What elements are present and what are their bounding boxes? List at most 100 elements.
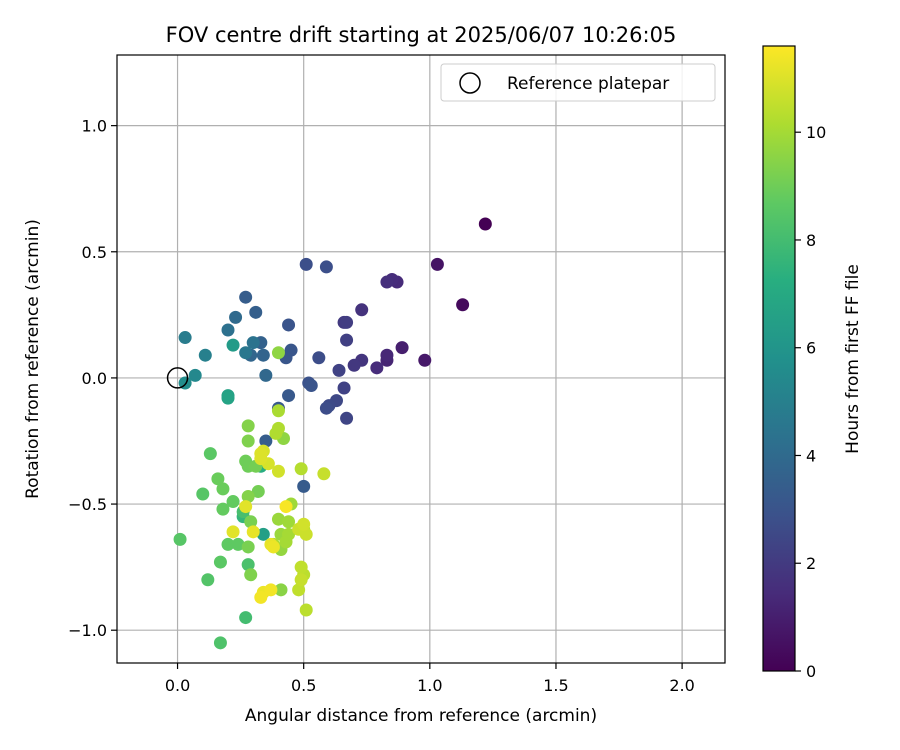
data-point bbox=[271, 404, 285, 418]
data-point bbox=[201, 573, 215, 587]
colorbar-tick-label: 4 bbox=[806, 446, 816, 465]
colorbar: 0 2 4 6 8 10 Hours from first FF file bbox=[762, 45, 863, 681]
data-point bbox=[259, 368, 273, 382]
data-point bbox=[216, 482, 230, 496]
data-point bbox=[241, 434, 255, 448]
data-point bbox=[282, 318, 296, 332]
data-point bbox=[355, 303, 369, 317]
data-point bbox=[279, 500, 293, 514]
data-point bbox=[380, 348, 394, 362]
y-tick-label: 0.0 bbox=[82, 369, 107, 388]
y-tick-label: −0.5 bbox=[68, 495, 107, 514]
data-point bbox=[241, 489, 255, 503]
colorbar-tick-label: 10 bbox=[806, 123, 826, 142]
data-point bbox=[254, 590, 268, 604]
x-axis: 0.0 0.5 1.0 1.5 2.0 bbox=[165, 663, 695, 695]
data-point bbox=[319, 401, 333, 415]
x-axis-label: Angular distance from reference (arcmin) bbox=[245, 706, 597, 726]
data-point bbox=[239, 500, 253, 514]
data-point bbox=[256, 527, 270, 541]
data-point bbox=[340, 333, 354, 347]
data-point bbox=[269, 426, 283, 440]
y-tick-label: 0.5 bbox=[82, 243, 107, 262]
data-point bbox=[259, 434, 273, 448]
data-point bbox=[266, 540, 280, 554]
colorbar-gradient bbox=[762, 45, 796, 672]
data-point bbox=[239, 611, 253, 625]
data-point bbox=[241, 558, 255, 572]
x-tick-label: 1.0 bbox=[417, 676, 442, 695]
data-point bbox=[241, 540, 255, 554]
data-point bbox=[282, 527, 296, 541]
data-point bbox=[271, 464, 285, 478]
x-tick-label: 0.0 bbox=[165, 676, 190, 695]
data-points bbox=[166, 217, 492, 650]
data-point bbox=[241, 419, 255, 433]
data-point bbox=[271, 346, 285, 360]
data-point bbox=[254, 447, 268, 461]
colorbar-tick-label: 6 bbox=[806, 339, 816, 358]
chart-title: FOV centre drift starting at 2025/06/07 … bbox=[166, 23, 677, 47]
data-point bbox=[264, 583, 278, 597]
data-point bbox=[239, 454, 253, 468]
colorbar-label: Hours from first FF file bbox=[843, 264, 863, 454]
data-point bbox=[430, 257, 444, 271]
data-point bbox=[246, 525, 260, 539]
data-point bbox=[319, 260, 333, 274]
legend-marker-open-circle bbox=[459, 72, 481, 94]
legend-label: Reference platepar bbox=[507, 74, 669, 94]
data-point bbox=[347, 358, 361, 372]
data-point bbox=[282, 389, 296, 403]
reference-point-marker bbox=[166, 367, 189, 389]
data-point bbox=[418, 353, 432, 367]
data-point bbox=[203, 447, 217, 461]
data-point bbox=[294, 573, 308, 587]
data-point bbox=[239, 346, 253, 360]
x-tick-label: 2.0 bbox=[669, 676, 694, 695]
data-point bbox=[299, 603, 313, 617]
data-point bbox=[221, 323, 235, 337]
data-point bbox=[304, 378, 318, 392]
data-point bbox=[221, 537, 235, 551]
data-point bbox=[395, 341, 409, 355]
data-point bbox=[221, 391, 235, 405]
data-point bbox=[244, 568, 258, 582]
legend: Reference platepar bbox=[440, 63, 716, 102]
data-point bbox=[380, 275, 394, 289]
legend-box bbox=[440, 63, 716, 102]
data-point bbox=[226, 495, 240, 509]
grid-lines bbox=[117, 55, 725, 663]
colorbar-axis: 0 2 4 6 8 10 bbox=[795, 123, 826, 681]
data-point bbox=[178, 331, 192, 345]
data-point bbox=[337, 381, 351, 395]
data-point bbox=[196, 487, 210, 501]
y-tick-label: 1.0 bbox=[82, 117, 107, 136]
data-point bbox=[188, 368, 202, 382]
data-point bbox=[297, 517, 311, 531]
data-point bbox=[226, 338, 240, 352]
colorbar-tick-label: 0 bbox=[806, 662, 816, 681]
data-point bbox=[226, 525, 240, 539]
data-point bbox=[173, 532, 187, 546]
data-point bbox=[239, 290, 253, 304]
colorbar-tick-label: 2 bbox=[806, 554, 816, 573]
data-point bbox=[294, 560, 308, 574]
data-point bbox=[478, 217, 492, 231]
data-point bbox=[456, 298, 470, 312]
data-point bbox=[213, 636, 227, 650]
data-point bbox=[299, 257, 313, 271]
y-axis-label: Rotation from reference (arcmin) bbox=[23, 219, 43, 499]
data-point bbox=[198, 348, 212, 362]
y-tick-label: −1.0 bbox=[68, 621, 107, 640]
x-tick-label: 1.5 bbox=[543, 676, 568, 695]
data-point bbox=[246, 336, 260, 350]
data-point bbox=[312, 351, 326, 365]
data-point bbox=[332, 363, 346, 377]
data-point bbox=[244, 515, 258, 529]
data-point bbox=[340, 411, 354, 425]
data-point bbox=[256, 348, 270, 362]
data-point bbox=[340, 315, 354, 329]
data-point bbox=[213, 555, 227, 569]
data-point bbox=[292, 583, 306, 597]
data-point bbox=[249, 305, 263, 319]
